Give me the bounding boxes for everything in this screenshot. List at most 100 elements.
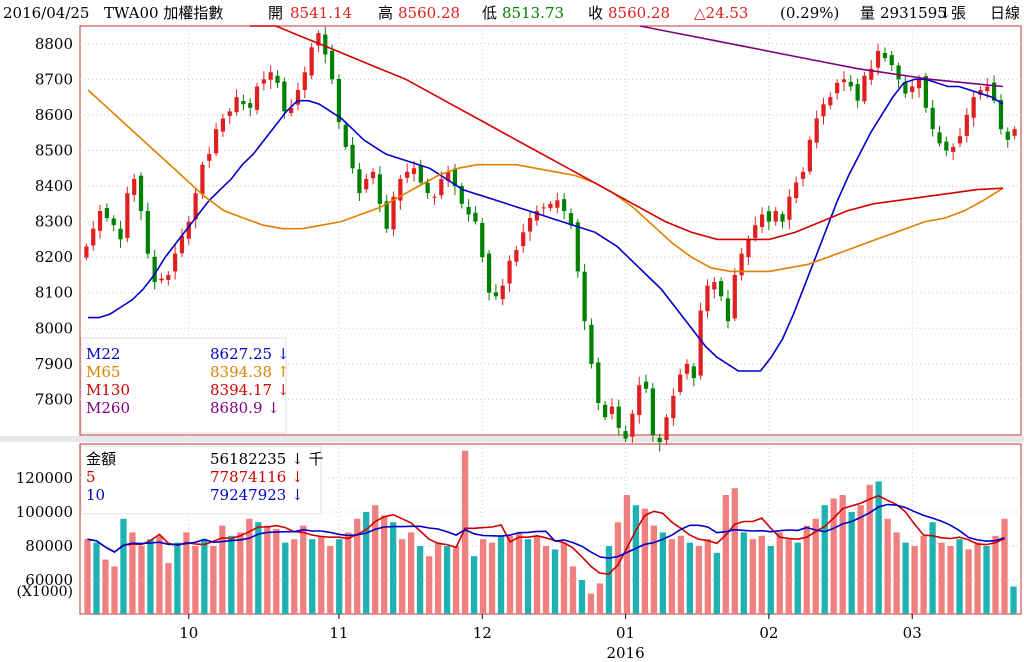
candle-body [132,178,137,195]
candle-body [220,118,226,132]
candle-body [364,178,369,190]
candle-body [794,182,799,199]
candle-body [991,82,997,101]
candle [555,192,560,214]
candle [534,205,539,226]
candle-body [343,124,348,147]
candle-body [227,111,232,116]
high-label: 高 [378,4,394,22]
candle-body [1005,131,1010,140]
candle [602,401,608,421]
candle-body [500,285,505,300]
volume-bar [174,542,181,614]
candle-body [643,381,649,389]
candle [971,91,976,127]
candle-body [254,86,260,110]
candle [841,71,847,92]
volume-bar [695,546,702,614]
legend-amount-name: 金額 [86,450,117,468]
candle [637,376,642,424]
candle-body [446,171,451,181]
legend-ma5-arrow: ↓ [291,468,304,486]
volume-bar [650,525,658,614]
candle-body [466,207,471,215]
candle [207,146,212,168]
volume-bar [93,542,100,614]
volume-bar [947,546,954,614]
volume-bar [210,546,217,614]
candle-body [104,208,110,219]
candle-body [589,324,594,364]
candle-body [541,207,546,209]
candle [152,250,157,290]
candle [548,200,553,212]
candle [507,255,512,293]
candle [125,186,130,243]
candle [432,193,437,205]
candle-body [882,53,888,59]
candle-body [903,82,908,94]
candle-body [869,68,874,80]
volume-bar [111,566,118,614]
candle [1012,126,1017,140]
candle-body [84,246,89,258]
candle [596,357,601,411]
high-value: 8560.28 [398,4,461,22]
legend-m22-name: M22 [86,345,121,363]
volume-bar [452,546,460,614]
candle [343,121,348,150]
candle-body [384,201,389,229]
candles [84,27,1017,452]
candle-body [295,90,301,105]
candle-body [923,76,928,108]
ma-line-m260 [639,25,1004,88]
candle-body [275,75,280,83]
volume-bar [938,542,945,614]
candle-body [650,388,655,435]
candle [794,176,799,204]
volume-bar [84,539,91,614]
volume-bar [434,542,442,614]
legend-m22-value: 8627.25 [210,345,273,363]
candle [746,235,751,265]
x-tick-label: 03 [903,624,922,642]
volume-bar [327,546,334,614]
low-value: 8513.73 [502,4,565,22]
candle [903,75,908,98]
volume-bar [318,535,325,614]
candle [719,277,724,301]
volume-bar [758,535,765,614]
x-tick-label: 12 [473,624,492,642]
candle [766,205,772,231]
volume-bar [228,535,235,614]
candle-body [664,417,669,440]
volume-unit-label: (X1000) [16,584,73,600]
candle [398,175,403,210]
volume-bar [246,518,253,614]
candle [173,245,178,280]
candle [671,388,676,426]
candle-body [377,174,382,204]
volume-bar [1001,518,1008,614]
volume-bar [551,549,559,614]
ma-line-m130 [250,25,1004,241]
candle [855,78,860,108]
candle [261,71,266,91]
candle-body [602,404,608,418]
volume-bar [911,546,918,614]
candle-body [480,223,485,258]
ma-line-m65 [87,89,1004,273]
candle-body [951,146,956,152]
volume-bar [219,525,226,614]
candle [527,210,533,241]
candle-body [207,154,212,161]
candle-body [459,186,464,204]
candle-body [712,282,717,290]
volume-bar [614,522,622,614]
volume-bar [515,532,523,614]
volume-bar [102,559,109,614]
candle-body [957,136,963,144]
volume-bar [488,542,496,614]
candle-body [773,210,778,222]
candle-body [234,97,239,113]
